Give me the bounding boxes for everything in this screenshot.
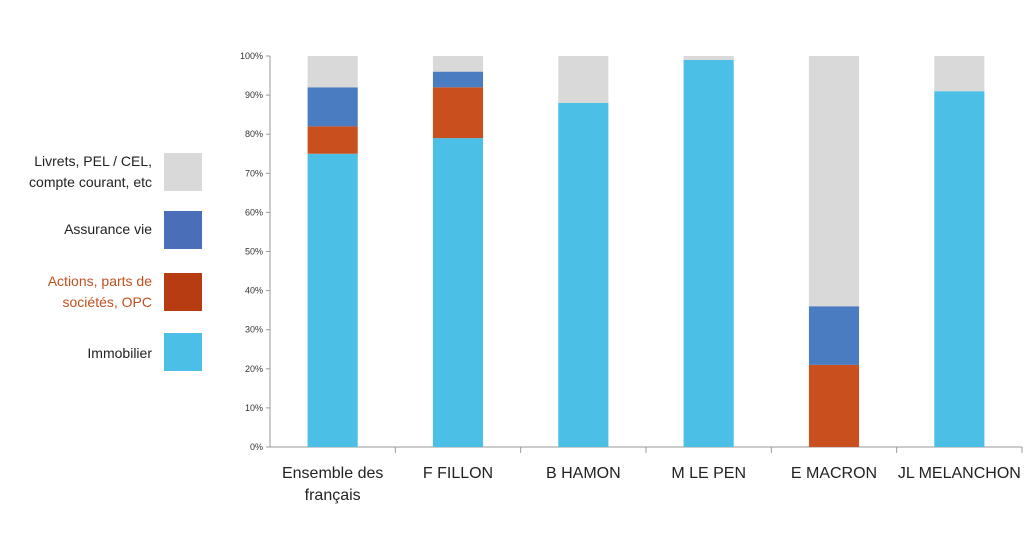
legend-swatch-livrets bbox=[164, 153, 202, 191]
x-category-label: B HAMON bbox=[546, 465, 621, 482]
bar-segment bbox=[432, 56, 484, 72]
legend-item-assurance-vie: Assurance vie bbox=[0, 211, 210, 251]
y-tick-label: 20% bbox=[245, 364, 263, 374]
legend-label-actions-line-2: sociétés, OPC bbox=[62, 294, 152, 310]
bar-segment bbox=[432, 71, 484, 88]
legend-label-immobilier-line-1: Immobilier bbox=[87, 345, 152, 361]
y-tick-label: 40% bbox=[245, 286, 263, 296]
bar-segment bbox=[683, 56, 734, 60]
bar-segment bbox=[307, 87, 358, 127]
legend-label-actions: Actions, parts de sociétés, OPC bbox=[48, 271, 152, 313]
x-category-label: Ensemble des bbox=[282, 465, 383, 482]
bar-segment bbox=[307, 153, 358, 447]
x-category-label: M LE PEN bbox=[671, 465, 746, 482]
x-category-label: F FILLON bbox=[423, 465, 493, 482]
y-tick-label: 90% bbox=[245, 90, 263, 100]
legend-swatch-immobilier bbox=[164, 333, 202, 371]
bar-segment bbox=[307, 126, 358, 154]
bar-segment bbox=[808, 56, 860, 307]
y-tick-label: 60% bbox=[245, 207, 263, 217]
y-tick-label: 10% bbox=[245, 403, 263, 413]
legend-label-assurance-vie-line-1: Assurance vie bbox=[64, 221, 152, 237]
y-tick-label: 100% bbox=[240, 51, 263, 61]
y-tick-label: 50% bbox=[245, 247, 263, 257]
legend-label-livrets-line-2: compte courant, etc bbox=[29, 174, 152, 190]
legend-label-assurance-vie: Assurance vie bbox=[64, 219, 152, 240]
y-tick-label: 70% bbox=[245, 168, 263, 178]
bar-segment bbox=[558, 102, 609, 448]
y-tick-label: 30% bbox=[245, 325, 263, 335]
bar-segment bbox=[683, 59, 734, 447]
bar-segment bbox=[808, 364, 860, 447]
legend-label-livrets: Livrets, PEL / CEL, compte courant, etc bbox=[29, 151, 152, 193]
legend-label-immobilier: Immobilier bbox=[87, 343, 152, 364]
bar-segment bbox=[558, 56, 609, 103]
chart-legend: Livrets, PEL / CEL, compte courant, etc … bbox=[0, 0, 215, 533]
x-category-label: JL MELANCHON bbox=[898, 465, 1021, 482]
bar-segment bbox=[307, 56, 358, 88]
x-category-label: français bbox=[305, 487, 361, 504]
y-tick-label: 0% bbox=[250, 442, 263, 452]
legend-swatch-assurance-vie bbox=[164, 211, 202, 249]
legend-label-livrets-line-1: Livrets, PEL / CEL, bbox=[34, 153, 152, 169]
x-category-label: E MACRON bbox=[791, 465, 877, 482]
bar-segment bbox=[934, 91, 985, 447]
legend-swatch-actions bbox=[164, 273, 202, 311]
legend-item-actions: Actions, parts de sociétés, OPC bbox=[0, 271, 210, 311]
y-tick-label: 80% bbox=[245, 129, 263, 139]
legend-item-livrets: Livrets, PEL / CEL, compte courant, etc bbox=[0, 152, 210, 192]
bar-segment bbox=[934, 56, 985, 92]
bar-segment bbox=[808, 306, 860, 365]
bar-segment bbox=[432, 138, 484, 448]
bar-segment bbox=[432, 87, 484, 139]
legend-label-actions-line-1: Actions, parts de bbox=[47, 273, 152, 289]
legend-item-immobilier: Immobilier bbox=[0, 333, 210, 373]
